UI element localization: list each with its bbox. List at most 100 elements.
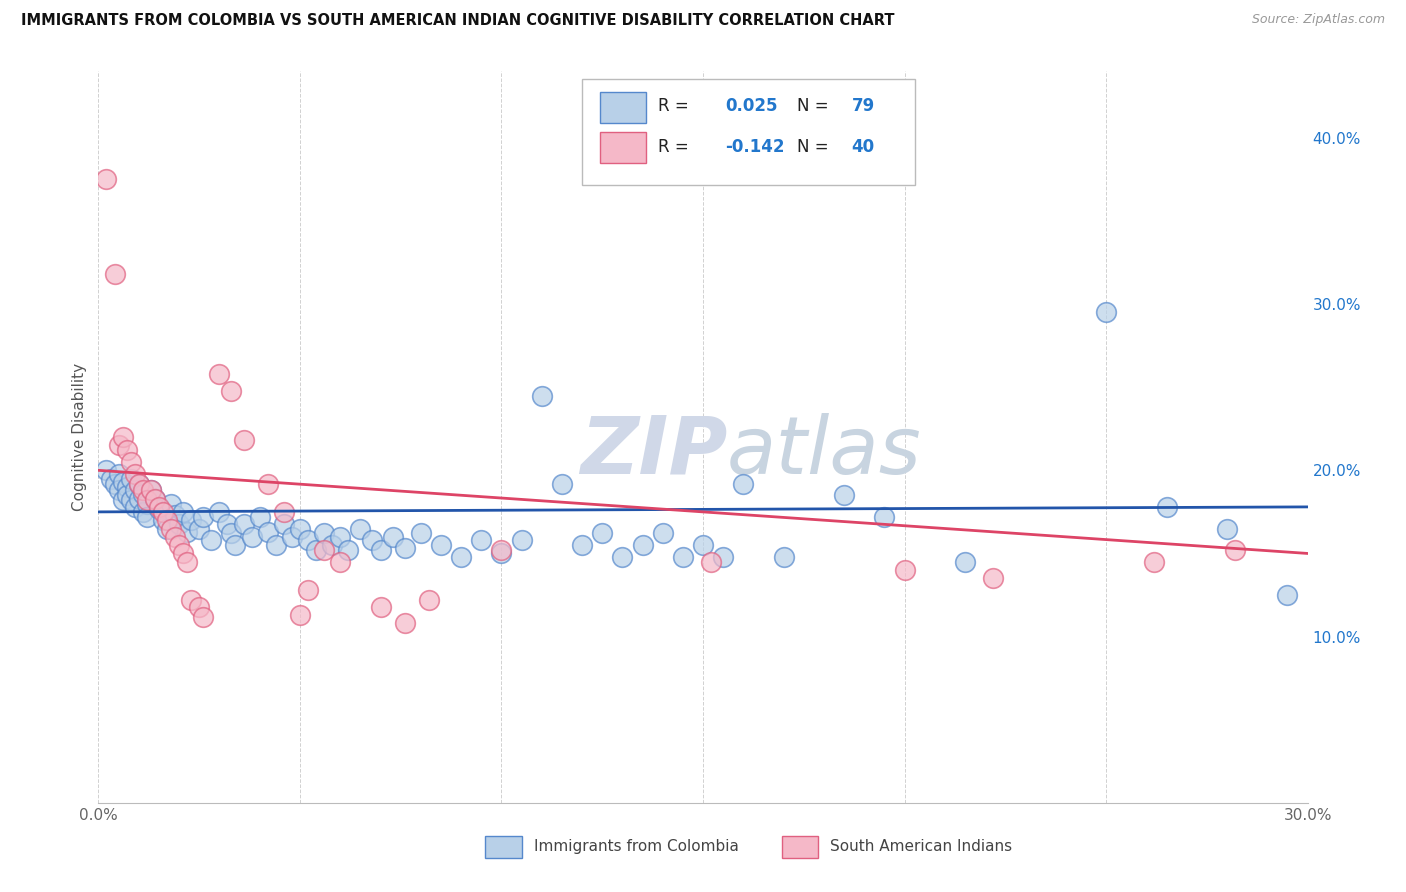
Point [314,526,336,541]
Point [612,549,634,564]
Point [124,467,146,481]
Text: South American Indians: South American Indians [830,839,1012,855]
Point [1216,521,1239,535]
Point [394,541,416,556]
Point [120,455,142,469]
Point [953,555,976,569]
Point [135,509,157,524]
Point [188,521,211,535]
Point [305,543,328,558]
Point [156,521,179,535]
Point [148,501,170,516]
Point [1277,588,1299,602]
Point [281,530,304,544]
Point [409,526,432,541]
Point [107,467,129,481]
Point [128,491,150,506]
Point [591,526,613,541]
Text: Source: ZipAtlas.com: Source: ZipAtlas.com [1251,13,1385,27]
Point [143,491,166,506]
Point [172,505,194,519]
Point [256,524,278,539]
Point [329,530,352,544]
Point [128,476,150,491]
Point [256,476,278,491]
Point [180,513,202,527]
Point [329,555,352,569]
Point [470,533,492,548]
Point [139,483,162,498]
Point [160,521,183,535]
Point [394,616,416,631]
Point [249,509,271,524]
Point [221,526,243,541]
Point [135,493,157,508]
Point [160,497,183,511]
Point [115,443,138,458]
Point [176,555,198,569]
FancyBboxPatch shape [600,132,647,163]
Point [700,555,723,569]
Point [135,497,157,511]
Text: -0.142: -0.142 [724,137,785,156]
Point [273,516,295,531]
Point [873,509,896,524]
Point [200,533,222,548]
Point [672,549,695,564]
Text: 0.025: 0.025 [724,97,778,115]
Point [1223,543,1246,558]
Point [370,599,392,614]
Text: N =: N = [797,137,834,156]
Point [107,483,129,498]
Point [208,367,231,381]
Point [193,609,215,624]
Point [733,476,755,491]
Point [1143,555,1166,569]
Text: R =: R = [658,137,695,156]
Point [111,430,134,444]
Point [288,607,311,622]
Point [510,533,533,548]
Point [107,438,129,452]
Point [297,582,319,597]
Point [692,538,714,552]
Point [1156,500,1178,514]
Point [103,267,125,281]
Point [167,516,190,531]
Point [96,172,118,186]
Point [193,509,215,524]
Point [156,513,179,527]
Point [188,599,211,614]
Text: ZIP: ZIP [579,413,727,491]
Point [232,434,254,448]
Point [893,563,915,577]
Point [120,472,142,486]
Point [176,524,198,539]
FancyBboxPatch shape [600,92,647,122]
Point [180,593,202,607]
Point [163,508,186,523]
Point [772,549,794,564]
Point [264,538,287,552]
Point [491,543,513,558]
Point [96,463,118,477]
Point [115,488,138,502]
Point [139,483,162,498]
Point [651,526,673,541]
FancyBboxPatch shape [485,836,522,858]
Point [337,543,360,558]
Point [120,493,142,508]
Text: atlas: atlas [727,413,922,491]
Point [224,538,246,552]
Point [631,538,654,552]
Point [217,516,239,531]
Point [370,543,392,558]
Point [208,505,231,519]
Text: Immigrants from Colombia: Immigrants from Colombia [534,839,738,855]
Text: 40: 40 [852,137,875,156]
Point [530,388,553,402]
Point [297,533,319,548]
Point [132,483,155,498]
Point [221,384,243,398]
Point [450,549,472,564]
